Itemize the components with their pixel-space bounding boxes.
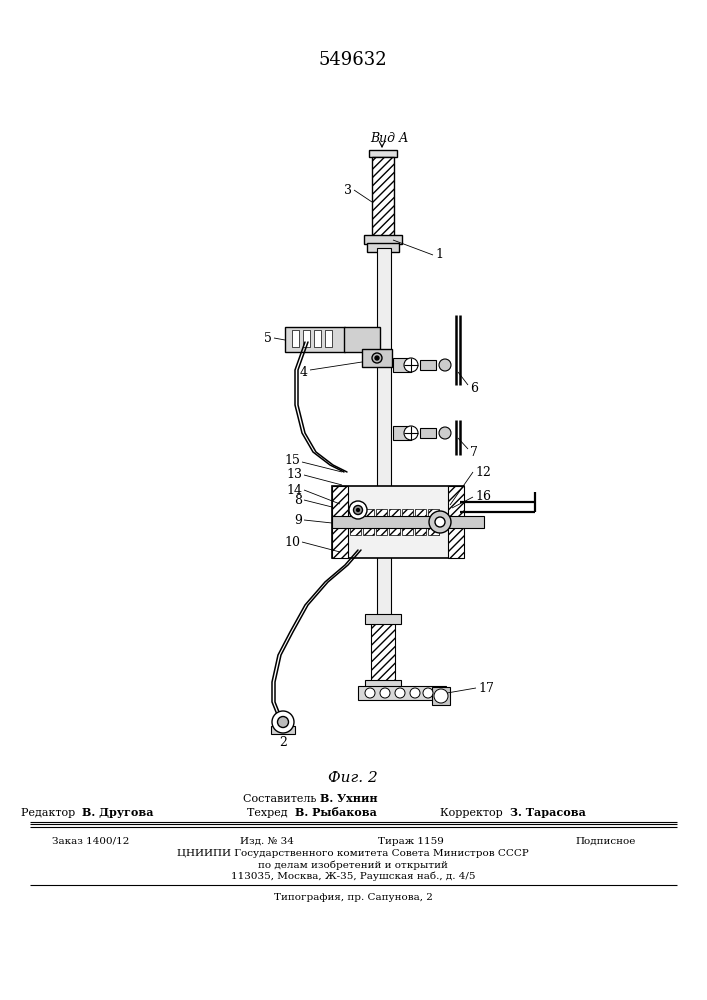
Bar <box>377 248 391 682</box>
Circle shape <box>423 688 433 698</box>
Bar <box>358 686 446 700</box>
Text: 8: 8 <box>294 493 302 506</box>
Text: Фиг. 2: Фиг. 2 <box>328 771 378 785</box>
Bar <box>332 486 464 558</box>
Text: Изд. № 34: Изд. № 34 <box>240 836 294 846</box>
Circle shape <box>395 688 405 698</box>
Bar <box>344 327 380 352</box>
Text: Типография, пр. Сапунова, 2: Типография, пр. Сапунова, 2 <box>274 892 433 902</box>
Circle shape <box>356 508 359 512</box>
Circle shape <box>372 353 382 363</box>
Text: 4: 4 <box>300 366 308 379</box>
Bar <box>314 330 321 347</box>
Bar <box>393 426 411 440</box>
Text: по делам изобретений и открытий: по делам изобретений и открытий <box>258 860 448 870</box>
Bar <box>350 506 357 516</box>
Bar <box>365 680 401 690</box>
Circle shape <box>354 506 363 514</box>
Text: 17: 17 <box>478 682 494 694</box>
Text: Подписное: Подписное <box>575 836 636 846</box>
Text: 1: 1 <box>435 248 443 261</box>
Circle shape <box>410 688 420 698</box>
Text: Заказ 1400/12: Заказ 1400/12 <box>52 836 129 846</box>
Circle shape <box>429 511 451 533</box>
Text: 113035, Москва, Ж-35, Раушская наб., д. 4/5: 113035, Москва, Ж-35, Раушская наб., д. … <box>230 871 475 881</box>
Bar <box>376 509 387 535</box>
Circle shape <box>380 688 390 698</box>
Bar <box>362 349 392 367</box>
Text: 5: 5 <box>264 332 272 344</box>
Text: 7: 7 <box>470 446 478 458</box>
Text: В. Рыбакова: В. Рыбакова <box>295 808 377 818</box>
Bar <box>367 243 399 252</box>
Circle shape <box>404 426 418 440</box>
Bar <box>365 614 401 624</box>
Text: 549632: 549632 <box>319 51 387 69</box>
Bar <box>325 330 332 347</box>
Text: Редактор: Редактор <box>21 808 82 818</box>
Circle shape <box>365 688 375 698</box>
Text: Составитель: Составитель <box>243 794 320 804</box>
Bar <box>402 509 413 535</box>
Circle shape <box>439 427 451 439</box>
Bar <box>332 486 348 558</box>
Bar <box>415 509 426 535</box>
Circle shape <box>439 359 451 371</box>
Bar <box>371 622 395 682</box>
Circle shape <box>349 501 367 519</box>
Bar <box>303 330 310 347</box>
Bar <box>363 509 374 535</box>
Circle shape <box>434 689 448 703</box>
Text: ЦНИИПИ Государственного комитета Совета Министров СССР: ЦНИИПИ Государственного комитета Совета … <box>177 850 529 858</box>
Text: З. Тарасова: З. Тарасова <box>510 808 586 818</box>
Text: 9: 9 <box>294 514 302 526</box>
Bar <box>350 509 361 535</box>
Bar <box>420 360 436 370</box>
Circle shape <box>435 517 445 527</box>
Text: 6: 6 <box>470 381 478 394</box>
Text: Тираж 1159: Тираж 1159 <box>378 836 444 846</box>
Circle shape <box>375 356 379 360</box>
Text: 10: 10 <box>284 536 300 548</box>
Bar <box>332 516 484 528</box>
Bar <box>393 358 411 372</box>
Bar <box>372 157 394 237</box>
Text: 13: 13 <box>286 468 302 482</box>
Text: Корректор: Корректор <box>440 808 510 818</box>
Text: Техред: Техред <box>247 808 295 818</box>
Bar <box>428 509 439 535</box>
Text: В. Ухнин: В. Ухнин <box>320 794 378 804</box>
Text: 15: 15 <box>284 454 300 466</box>
Text: 3: 3 <box>344 184 352 196</box>
Circle shape <box>272 711 294 733</box>
Text: 12: 12 <box>475 466 491 479</box>
Bar <box>432 687 450 705</box>
Bar <box>420 428 436 438</box>
Text: 2: 2 <box>279 736 287 748</box>
Bar <box>271 726 295 734</box>
Text: В. Другова: В. Другова <box>82 808 153 818</box>
Bar <box>389 509 400 535</box>
Circle shape <box>278 716 288 728</box>
Bar <box>369 150 397 157</box>
Bar <box>448 486 464 558</box>
Bar <box>285 327 345 352</box>
Text: 14: 14 <box>286 484 302 496</box>
Text: 16: 16 <box>475 490 491 504</box>
Bar <box>292 330 299 347</box>
Bar <box>364 235 402 244</box>
Text: Вид А: Вид А <box>370 131 409 144</box>
Circle shape <box>404 358 418 372</box>
